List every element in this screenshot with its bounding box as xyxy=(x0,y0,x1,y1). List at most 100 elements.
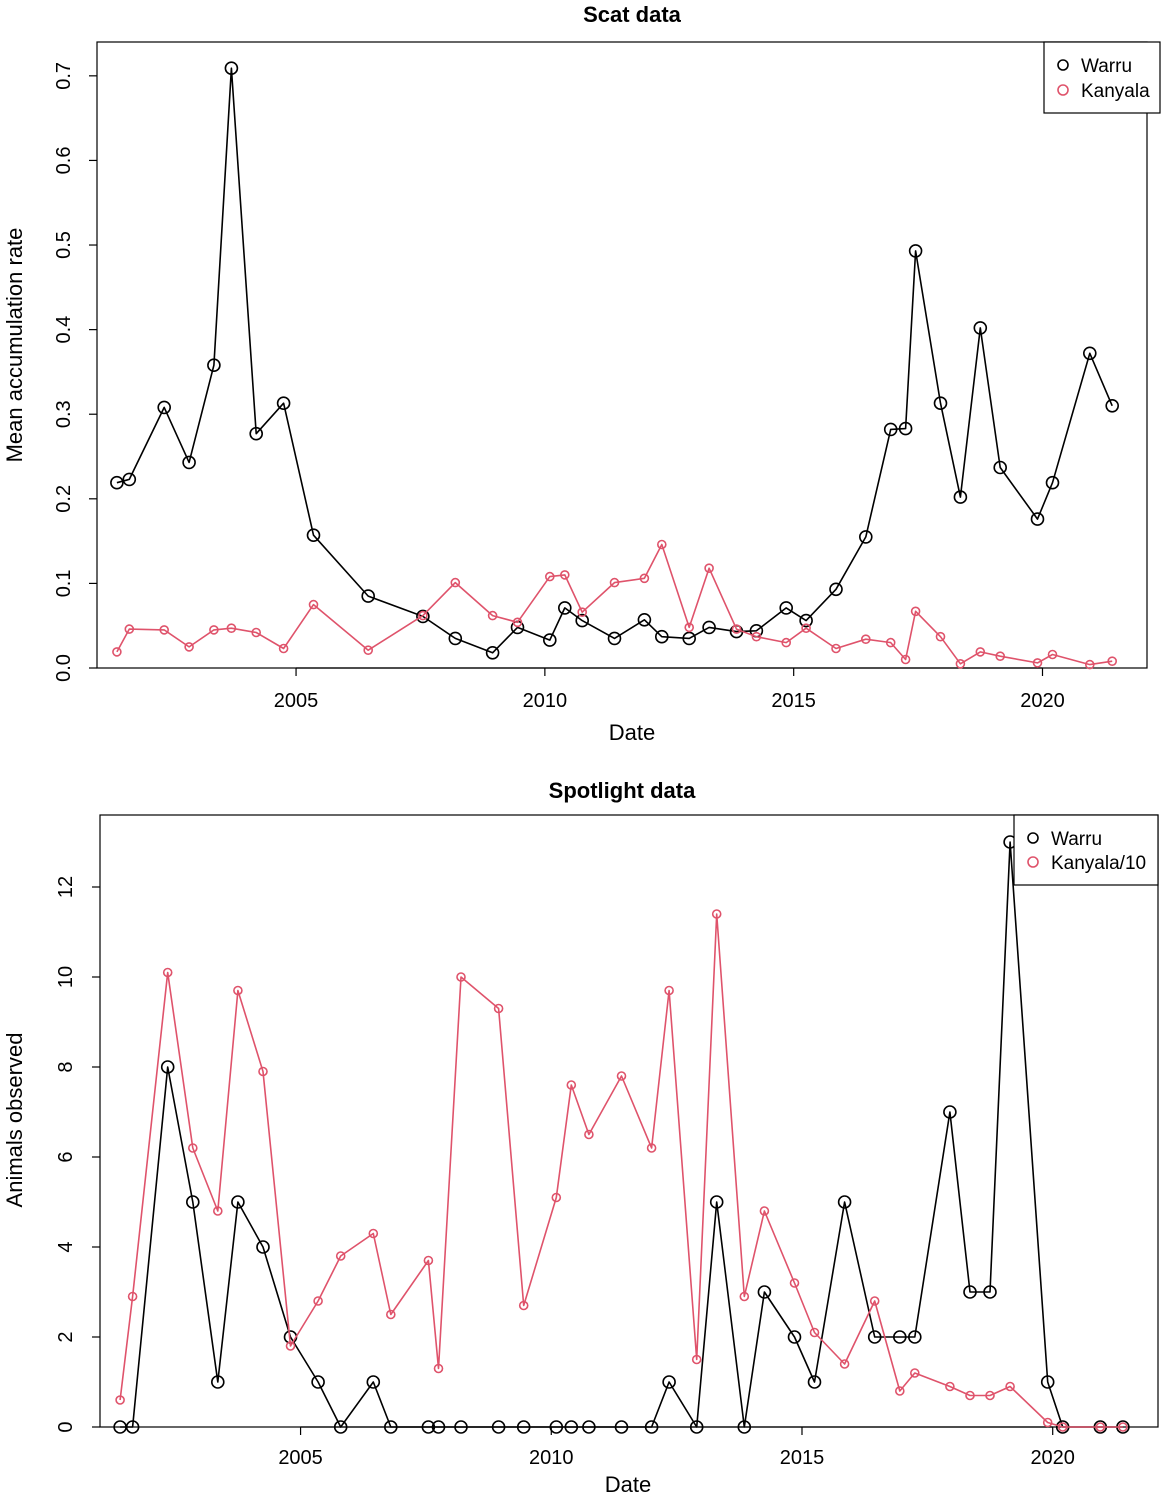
scat-y-axis: 0.0 0.1 0.2 0.3 0.4 0.5 0.6 0.7 xyxy=(53,62,97,682)
scat-legend-kanyala-label: Kanyala xyxy=(1081,81,1150,102)
spotlight-kanyala-10-point xyxy=(584,1129,594,1140)
scat-kanyala-point xyxy=(609,577,620,588)
scat-warru-point xyxy=(448,631,463,646)
spotlight-kanyala-10-point xyxy=(162,967,173,978)
scat-kanyala-point xyxy=(781,637,792,648)
spotlight-kanyala-10-point xyxy=(809,1327,820,1338)
scat-warru-point xyxy=(1030,512,1045,526)
spotlight-kanyala-10-point xyxy=(789,1278,800,1288)
scat-kanyala-point xyxy=(1107,656,1117,667)
spotlight-legend-warru-marker xyxy=(1027,832,1039,844)
spotlight-y-axis: 0 2 4 6 8 10 12 xyxy=(55,876,100,1433)
spotlight-kanyala-10-point xyxy=(664,985,674,996)
spotlight-warru-point xyxy=(125,1420,140,1434)
spotlight-warru-point xyxy=(186,1195,200,1209)
scat-warru-point xyxy=(575,613,590,628)
scat-kanyala-point xyxy=(1047,649,1058,660)
spotlight-x-axis: 2005 2010 2015 2020 xyxy=(278,1426,1075,1469)
spotlight-legend: Warru Kanyala/10 xyxy=(1013,814,1159,886)
spotlight-y-tick-label: 2 xyxy=(55,1331,77,1342)
scat-kanyala-point xyxy=(656,539,667,550)
scat-kanyala-point xyxy=(831,643,841,654)
scat-kanyala-point xyxy=(278,643,289,654)
spotlight-warru-point xyxy=(907,1330,922,1344)
scat-kanyala-point xyxy=(751,631,762,642)
spotlight-warru-point xyxy=(644,1420,659,1434)
spotlight-kanyala-10-point xyxy=(566,1080,577,1090)
scat-warru-point xyxy=(993,460,1008,475)
spotlight-warru-point xyxy=(662,1375,676,1389)
scat-warru-point xyxy=(182,455,196,470)
scat-warru-point xyxy=(799,613,813,628)
spotlight-warru-point xyxy=(311,1375,325,1389)
scat-kanyala-point xyxy=(801,623,811,634)
spotlight-kanyala-10-point xyxy=(985,1390,995,1401)
spotlight-warru-point xyxy=(737,1420,752,1434)
scat-y-tick-label: 0.1 xyxy=(53,569,75,597)
scat-warru-point xyxy=(361,589,376,603)
spotlight-chart-title: Spotlight data xyxy=(549,778,696,803)
spotlight-warru-point xyxy=(837,1195,852,1209)
spotlight-warru-point xyxy=(963,1285,977,1299)
spotlight-kanyala-10-point xyxy=(423,1255,434,1266)
spotlight-warru-point xyxy=(454,1420,468,1434)
scat-kanyala-point xyxy=(995,651,1006,662)
scat-warru-point xyxy=(1105,398,1119,413)
scat-warru-line xyxy=(116,67,1113,654)
scat-kanyala-point xyxy=(955,658,966,669)
scat-series-group xyxy=(110,61,1119,670)
scat-warru-point xyxy=(1045,475,1060,490)
scat-y-tick-label: 0.6 xyxy=(53,147,75,175)
scat-y-tick-label: 0.2 xyxy=(53,485,75,513)
spotlight-y-tick-label: 8 xyxy=(55,1061,77,1072)
scat-warru-point xyxy=(654,629,669,644)
scat-x-axis-label: Date xyxy=(609,720,655,745)
scat-kanyala-point xyxy=(251,627,262,638)
scat-x-tick-label: 2010 xyxy=(523,690,568,712)
scat-warru-point xyxy=(829,582,843,597)
scat-warru-point xyxy=(779,601,794,615)
spotlight-warru-point xyxy=(516,1420,531,1434)
scat-warru-point xyxy=(702,620,716,635)
spotlight-warru-point xyxy=(867,1330,882,1344)
scat-kanyala-point xyxy=(975,647,986,657)
spotlight-kanyala-10-point xyxy=(759,1206,770,1216)
scat-kanyala-point xyxy=(910,606,921,617)
spotlight-warru-point xyxy=(549,1420,564,1434)
spotlight-kanyala-10-point xyxy=(285,1341,296,1351)
scat-legend: Warru Kanyala xyxy=(1043,41,1161,114)
scat-kanyala-point xyxy=(1032,658,1043,668)
spotlight-x-tick-label: 2015 xyxy=(780,1447,825,1469)
spotlight-warru-point xyxy=(431,1420,446,1434)
scat-x-tick-label: 2015 xyxy=(771,690,816,712)
spotlight-kanyala-10-point xyxy=(433,1363,444,1374)
scat-warru-point xyxy=(637,612,652,627)
spotlight-warru-point xyxy=(943,1105,957,1119)
scat-x-axis: 2005 2010 2015 2020 xyxy=(274,667,1065,712)
scat-warru-point xyxy=(276,396,291,411)
scat-legend-warru-marker xyxy=(1057,59,1069,71)
scat-warru-point xyxy=(898,421,913,436)
spotlight-kanyala-10-point xyxy=(115,1395,125,1405)
spotlight-warru-point xyxy=(421,1420,436,1434)
scat-panel: Scat data 2005 2010 2015 2020 0.00.10.20.30… xyxy=(2,2,1161,745)
spotlight-kanyala-10-point xyxy=(691,1354,702,1365)
scat-x-tick-label: 2020 xyxy=(1020,690,1065,712)
spotlight-series-group xyxy=(113,835,1130,1434)
scat-warru-point xyxy=(207,358,221,373)
spotlight-kanyala-10-point xyxy=(1118,1422,1128,1432)
scat-warru-point xyxy=(110,475,124,490)
scat-kanyala-point xyxy=(209,625,219,635)
scat-y-tick-label: 0.4 xyxy=(53,316,75,344)
spotlight-warru-point xyxy=(211,1375,225,1389)
spotlight-kanyala-10-point xyxy=(518,1300,529,1311)
spotlight-series-warru xyxy=(113,835,1130,1434)
spotlight-kanyala-10-point xyxy=(1042,1417,1053,1428)
scat-warru-point xyxy=(557,601,572,615)
spotlight-kanyala-10-point xyxy=(965,1390,975,1401)
spotlight-kanyala-10-point xyxy=(616,1071,627,1081)
scat-kanyala-point xyxy=(684,622,695,633)
spotlight-kanyala-10-point xyxy=(493,1003,504,1014)
spotlight-legend-box xyxy=(1013,814,1159,886)
scat-warru-point xyxy=(973,321,988,335)
